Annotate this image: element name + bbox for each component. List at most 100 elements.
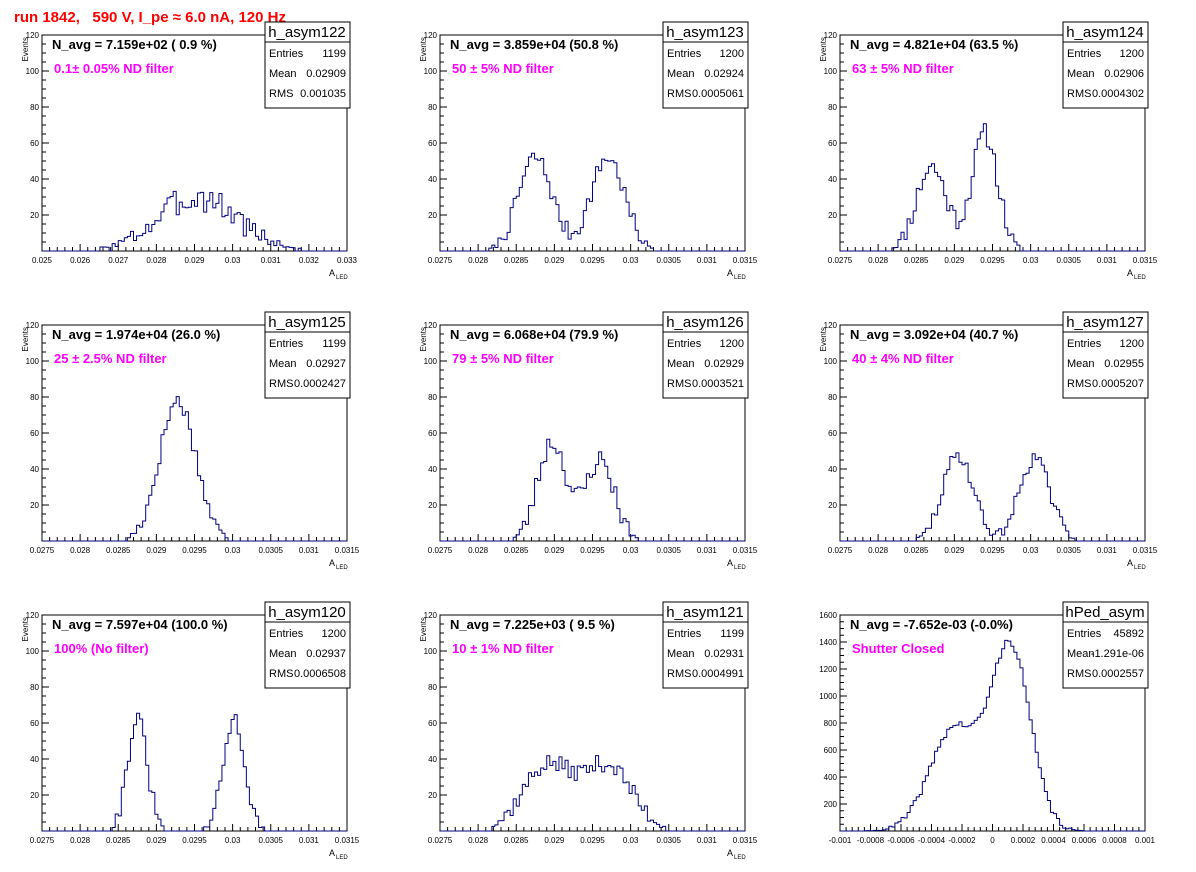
y-tick-label: 100 — [424, 647, 438, 656]
y-tick-label: 1000 — [819, 692, 837, 701]
x-tick-label: 0.0305 — [657, 546, 682, 555]
stats-value: 1199 — [720, 628, 744, 640]
x-tick-label: 0.0275 — [428, 546, 453, 555]
y-tick-label: 20 — [828, 211, 837, 220]
x-tick-label: 0.0315 — [335, 836, 360, 845]
histogram-name: h_asym127 — [1066, 314, 1144, 331]
x-tick-label: 0.029 — [146, 546, 167, 555]
y-tick-label: 200 — [824, 800, 838, 809]
x-tick-label: 0.0285 — [904, 256, 929, 265]
y-tick-label: 60 — [828, 139, 837, 148]
y-tick-label: 80 — [828, 393, 837, 402]
histogram-name: h_asym124 — [1066, 24, 1144, 41]
stats-value: 1200 — [1120, 48, 1144, 60]
x-tick-label: 0.031 — [1097, 256, 1118, 265]
stats-label: Entries — [667, 338, 702, 350]
x-tick-label: 0.03 — [1023, 546, 1039, 555]
x-tick-label: 0.029 — [146, 836, 167, 845]
stats-value: 0.0005061 — [692, 88, 744, 100]
y-tick-label: 100 — [424, 357, 438, 366]
x-axis-label-subscript: LED — [734, 275, 746, 281]
y-tick-label: 1400 — [819, 638, 837, 647]
stats-value: 1200 — [1120, 338, 1144, 350]
y-tick-label: 40 — [30, 755, 39, 764]
x-tick-label: 0.03 — [623, 836, 639, 845]
x-tick-label: 0.0285 — [504, 546, 529, 555]
y-tick-label: 400 — [824, 773, 838, 782]
histogram-name: h_asym126 — [666, 314, 744, 331]
y-tick-label: 20 — [428, 211, 437, 220]
histogram-name: h_asym121 — [666, 604, 744, 621]
navg-label: N_avg = 7.159e+02 ( 0.9 %) — [52, 37, 217, 52]
x-tick-label: 0 — [990, 836, 995, 845]
stats-label: Entries — [1067, 338, 1102, 350]
stats-label: RMS — [269, 378, 293, 390]
x-tick-label: 0.0295 — [182, 546, 207, 555]
y-tick-label: 40 — [428, 755, 437, 764]
stats-value: 0.0002427 — [294, 378, 346, 390]
x-tick-label: 0.03 — [623, 546, 639, 555]
x-tick-label: 0.0275 — [30, 546, 55, 555]
stats-value: 1200 — [322, 628, 346, 640]
histogram-panel-h_asym125: 0.0275 0.028 0.0285 0.029 0.0295 0.03 0.0305 0.… — [21, 311, 360, 571]
x-tick-label: 0.0305 — [1057, 546, 1082, 555]
x-tick-label: 0.03 — [1023, 256, 1039, 265]
stats-value: 0.02937 — [306, 648, 346, 660]
x-axis-label-subscript: LED — [1134, 565, 1146, 571]
stats-label: Mean — [269, 358, 297, 370]
x-tick-label: 0.0295 — [580, 546, 605, 555]
y-tick-label: 60 — [30, 719, 39, 728]
x-tick-label: 0.0285 — [904, 546, 929, 555]
filter-annotation: 63 ± 5% ND filter — [852, 61, 954, 76]
x-axis-label: A — [727, 558, 733, 568]
y-tick-label: 120 — [26, 31, 40, 40]
stats-box — [1062, 21, 1149, 109]
x-tick-label: 0.029 — [544, 546, 565, 555]
stats-value: 0.0004991 — [692, 668, 744, 680]
y-tick-label: 20 — [428, 791, 437, 800]
stats-label: Entries — [269, 338, 304, 350]
navg-label: N_avg = 7.225e+03 ( 9.5 %) — [450, 617, 615, 632]
stats-label: Mean — [269, 648, 297, 660]
x-axis-label: A — [1127, 268, 1133, 278]
y-tick-label: 1600 — [819, 611, 837, 620]
stats-value: 1199 — [322, 48, 346, 60]
x-tick-label: 0.031 — [299, 836, 320, 845]
x-tick-label: 0.0295 — [980, 256, 1005, 265]
x-tick-label: 0.03 — [225, 546, 241, 555]
stats-label: Entries — [667, 48, 702, 60]
x-tick-label: 0.029 — [944, 256, 965, 265]
y-axis-label: Events — [819, 37, 828, 61]
y-tick-label: 120 — [26, 611, 40, 620]
histogram-line — [440, 755, 745, 832]
stats-label: RMS — [1067, 668, 1091, 680]
y-tick-label: 80 — [30, 393, 39, 402]
y-tick-label: 80 — [428, 103, 437, 112]
histogram-panel-h_asym127: 0.0275 0.028 0.0285 0.029 0.0295 0.03 0.0305 0.… — [819, 311, 1158, 571]
filter-annotation: 25 ± 2.5% ND filter — [54, 351, 167, 366]
histogram-name: hPed_asym — [1065, 604, 1144, 621]
stats-box — [264, 21, 351, 109]
x-tick-label: 0.0285 — [504, 836, 529, 845]
x-tick-label: 0.0004 — [1041, 836, 1066, 845]
stats-box — [662, 601, 749, 689]
y-axis-label: Events — [21, 617, 30, 641]
x-tick-label: 0.029 — [544, 256, 565, 265]
filter-annotation: 100% (No filter) — [54, 641, 149, 656]
y-tick-label: 80 — [428, 683, 437, 692]
y-tick-label: 100 — [424, 67, 438, 76]
x-tick-label: 0.031 — [697, 256, 718, 265]
x-tick-label: 0.025 — [32, 256, 53, 265]
stats-value: 0.0004302 — [1092, 88, 1144, 100]
navg-label: N_avg = 6.068e+04 (79.9 %) — [450, 327, 618, 342]
x-tick-label: 0.0285 — [106, 546, 131, 555]
x-tick-label: 0.028 — [70, 546, 91, 555]
stats-value: 0.02909 — [306, 68, 346, 80]
x-axis-label-subscript: LED — [1134, 275, 1146, 281]
y-tick-label: 40 — [30, 175, 39, 184]
navg-label: N_avg = 3.859e+04 (50.8 %) — [450, 37, 618, 52]
x-tick-label: 0.029 — [184, 256, 205, 265]
y-axis-label: Events — [21, 327, 30, 351]
x-tick-label: 0.028 — [868, 256, 889, 265]
y-tick-label: 40 — [828, 175, 837, 184]
